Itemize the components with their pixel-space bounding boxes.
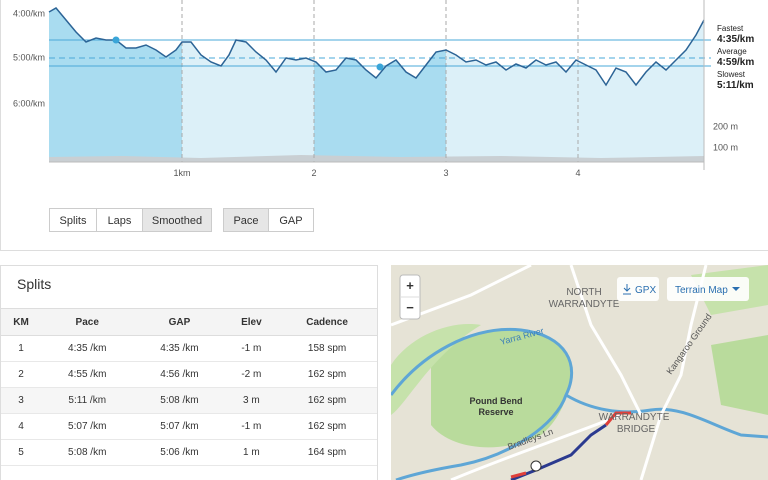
map-label: BRIDGE xyxy=(617,424,656,435)
split-cell: 4:55 /km xyxy=(41,361,134,388)
pace-stats: Fastest 4:35/km Average 4:59/km Slowest … xyxy=(717,24,754,91)
x-tick-label: 2 xyxy=(311,168,316,178)
map-label: NORTH xyxy=(566,287,601,298)
split-cell: 5:08 /km xyxy=(133,387,226,414)
map-label: WARRANDYTE xyxy=(599,412,670,423)
column-header: Pace xyxy=(41,308,134,336)
view-button[interactable]: Splits xyxy=(49,208,97,232)
gpx-label[interactable]: GPX xyxy=(635,285,656,296)
splits-table: KM Pace GAP Elev Cadence 1 4:35 /km 4:35 /km -1… xyxy=(1,308,377,466)
split-cell: 162 spm xyxy=(277,361,377,388)
column-header: GAP xyxy=(133,308,226,336)
split-cell: 162 spm xyxy=(277,413,377,440)
map-type-button[interactable] xyxy=(667,277,749,301)
split-cell: 164 spm xyxy=(277,439,377,466)
elevation-label: 200 m xyxy=(713,121,738,131)
split-row: 3 5:11 /km 5:08 /km 3 m 162 spm xyxy=(1,387,377,414)
view-button[interactable]: Smoothed xyxy=(142,208,212,232)
split-cell: 5:08 /km xyxy=(41,439,134,466)
zoom-in[interactable]: + xyxy=(406,278,414,293)
x-tick-label: 3 xyxy=(443,168,448,178)
split-cell: 3 m xyxy=(225,387,278,414)
chart-mask xyxy=(49,0,704,85)
elevation-area xyxy=(49,155,704,162)
map[interactable]: NORTH WARRANDYTE WARRANDYTE BRIDGE Pound… xyxy=(391,265,768,480)
stat-label: Slowest xyxy=(717,70,746,79)
fastest-marker xyxy=(112,36,120,44)
zoom-out[interactable]: − xyxy=(406,300,414,315)
split-cell: 5:06 /km xyxy=(133,439,226,466)
column-header: Elev xyxy=(225,308,278,336)
split-cell: -2 m xyxy=(225,361,278,388)
grid xyxy=(181,0,579,162)
split-cell: 5:11 /km xyxy=(41,387,134,414)
map-type-label[interactable]: Terrain Map xyxy=(675,285,728,296)
y-tick-label: 5:00/km xyxy=(13,52,45,62)
split-cell: -1 m xyxy=(225,335,278,362)
split-cell: 4:35 /km xyxy=(41,335,134,362)
map-label: Reserve xyxy=(478,407,513,417)
split-row: 2 4:55 /km 4:56 /km -2 m 162 spm xyxy=(1,361,377,388)
split-cell: 5:07 /km xyxy=(41,413,134,440)
split-cell: 3 xyxy=(1,387,42,414)
split-cell: 162 spm xyxy=(277,387,377,414)
y-tick-label: 6:00/km xyxy=(13,98,45,108)
split-cell: 158 spm xyxy=(277,335,377,362)
column-header: Cadence xyxy=(277,308,377,336)
split-cell: 5 xyxy=(1,439,42,466)
gpx-button[interactable] xyxy=(617,277,659,301)
column-header: KM xyxy=(1,308,42,336)
metric-button[interactable]: GAP xyxy=(268,208,314,232)
split-cell: 1 xyxy=(1,335,42,362)
x-tick-label: 4 xyxy=(575,168,580,178)
split-row: 5 5:08 /km 5:06 /km 1 m 164 spm xyxy=(1,439,377,466)
stat-label: Average xyxy=(717,47,747,56)
elevation-label: 100 m xyxy=(713,142,738,152)
split-cell: 4:35 /km xyxy=(133,335,226,362)
view-button[interactable]: Laps xyxy=(96,208,143,232)
split-cell: 4:56 /km xyxy=(133,361,226,388)
metric-button[interactable]: Pace xyxy=(223,208,269,232)
split-cell: -1 m xyxy=(225,413,278,440)
stat-value: 4:35/km xyxy=(717,34,754,45)
map-canvas: NORTH WARRANDYTE WARRANDYTE BRIDGE Pound… xyxy=(391,265,768,480)
stat-label: Fastest xyxy=(717,24,744,33)
pace-panel: 4:00/km 5:00/km 6:00/km 200 m 100 m 1km … xyxy=(0,0,768,251)
stat-value: 5:11/km xyxy=(717,80,754,91)
pace-line xyxy=(48,7,705,87)
split-cell: 2 xyxy=(1,361,42,388)
map-label: WARRANDYTE xyxy=(549,299,620,310)
splits-title: Splits xyxy=(17,276,52,292)
split-cell: 4 xyxy=(1,413,42,440)
splits-panel: Splits KM Pace GAP Elev Cadence 1 4:35 /km 4:3… xyxy=(0,265,378,480)
pace-chart: 4:00/km 5:00/km 6:00/km 200 m 100 m 1km … xyxy=(13,0,754,178)
stat-value: 4:59/km xyxy=(717,57,754,68)
x-tick-label: 1km xyxy=(173,168,190,178)
split-cell: 1 m xyxy=(225,439,278,466)
split-cell: 5:07 /km xyxy=(133,413,226,440)
slowest-marker xyxy=(376,63,384,71)
split-row: 4 5:07 /km 5:07 /km -1 m 162 spm xyxy=(1,413,377,440)
split-row: 1 4:35 /km 4:35 /km -1 m 158 spm xyxy=(1,335,377,362)
map-label: Pound Bend xyxy=(470,396,523,406)
y-tick-label: 4:00/km xyxy=(13,8,45,18)
